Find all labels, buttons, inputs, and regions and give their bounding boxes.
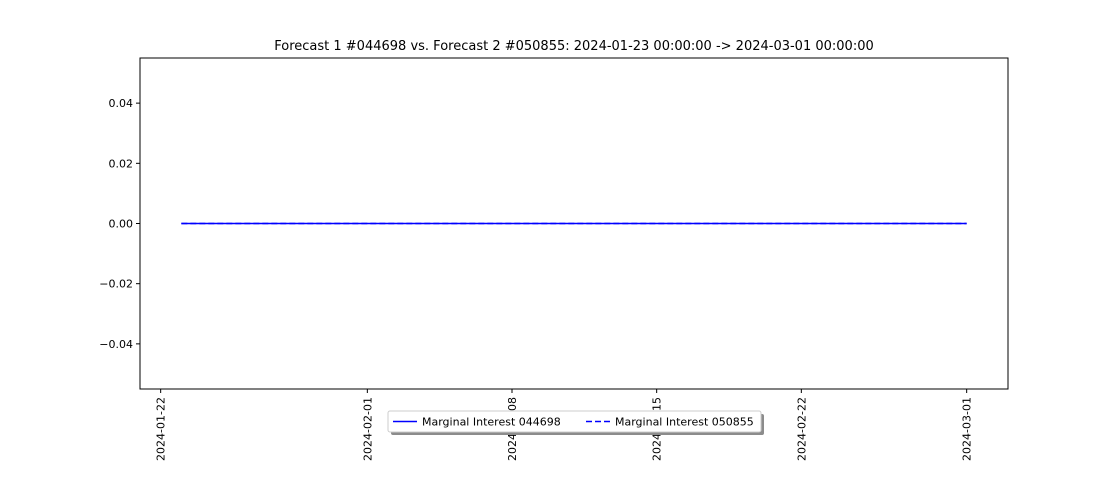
y-tick-label: −0.04 xyxy=(99,338,133,351)
legend-label: Marginal Interest 044698 xyxy=(422,416,561,429)
y-tick-label: 0.02 xyxy=(109,157,134,170)
y-tick-label: 0.00 xyxy=(109,218,134,231)
x-tick-label: 2024-02-22 xyxy=(795,397,808,461)
chart-title: Forecast 1 #044698 vs. Forecast 2 #05085… xyxy=(274,39,874,54)
y-axis: 0.04 0.02 0.00 −0.02 −0.04 xyxy=(99,97,140,351)
x-tick-label: 2024-01-22 xyxy=(155,397,168,461)
x-tick-label: 2024-03-01 xyxy=(961,397,974,461)
legend-label: Marginal Interest 050855 xyxy=(615,416,754,429)
y-tick-label: −0.02 xyxy=(99,278,133,291)
y-tick-label: 0.04 xyxy=(109,97,134,110)
legend-box xyxy=(387,410,762,433)
x-tick-label: 2024-02-01 xyxy=(361,397,374,461)
legend: Marginal Interest 044698 Marginal Interes… xyxy=(387,410,764,435)
